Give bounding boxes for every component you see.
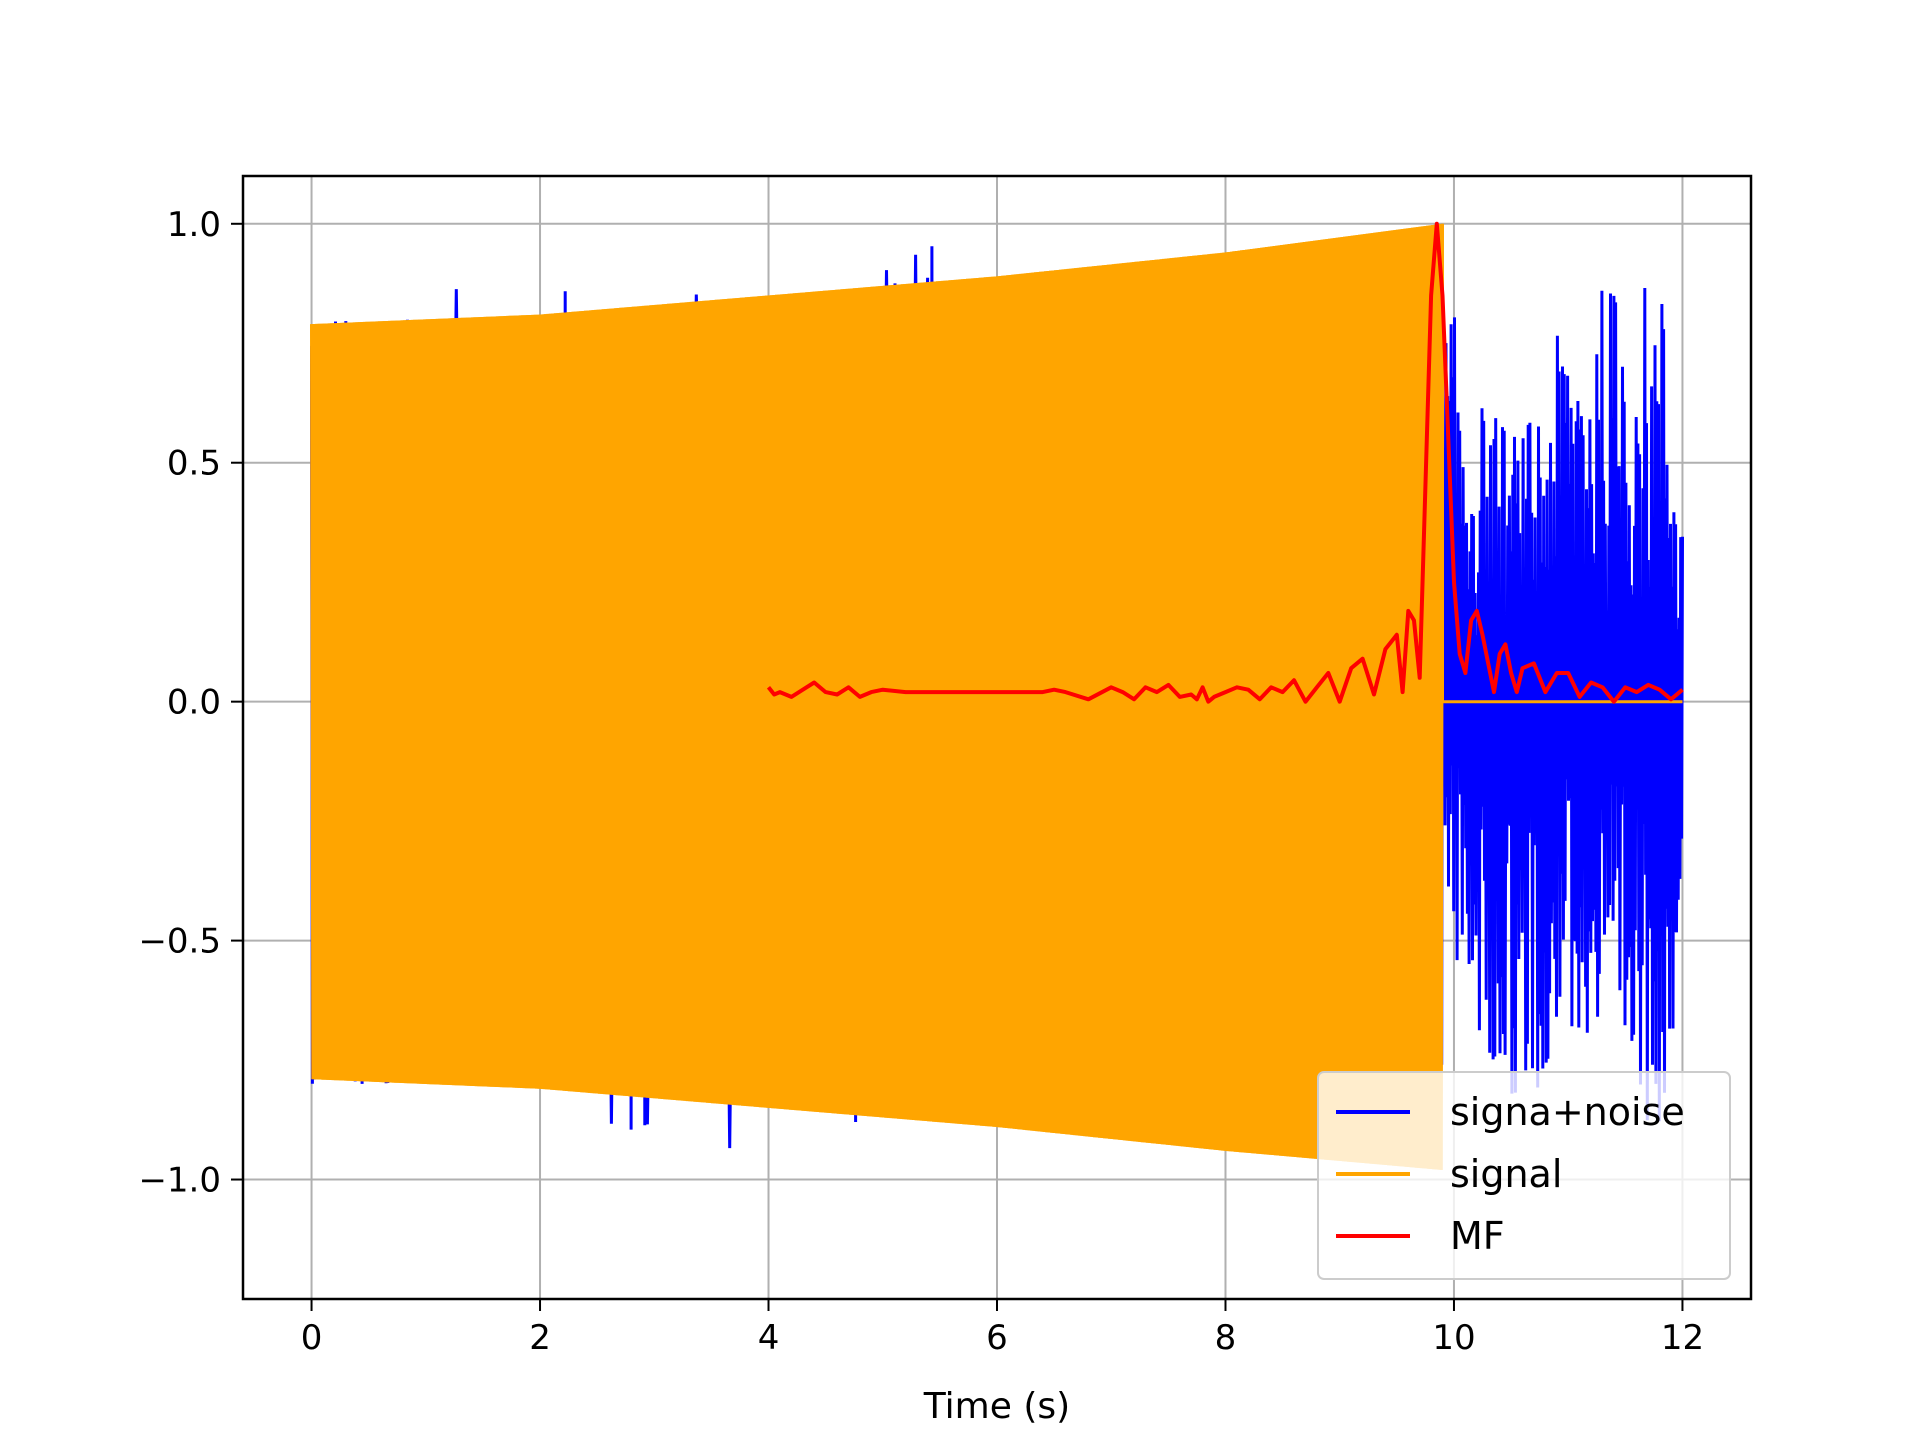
legend-box	[1317, 1071, 1731, 1280]
plot-area	[310, 221, 1684, 1170]
ticks: 0 2 4 6 8 10 12 −1.0 −0.5 0.0 0.5 1.0	[138, 205, 1704, 1358]
legend-entry: MF	[1450, 1214, 1505, 1258]
legend: signa+noise signal MF	[1317, 1071, 1731, 1280]
legend-entry: signa+noise	[1450, 1090, 1685, 1134]
y-tick-label: 0.0	[167, 683, 221, 723]
x-tick-label: 2	[529, 1318, 551, 1358]
x-tick-label: 0	[301, 1318, 323, 1358]
x-tick-label: 12	[1661, 1318, 1704, 1358]
y-tick-label: −0.5	[138, 922, 221, 962]
y-tick-label: 1.0	[167, 205, 221, 245]
y-tick-label: −1.0	[138, 1161, 221, 1201]
series-line-signal	[310, 223, 1683, 1170]
series-line-mf	[766, 221, 1684, 704]
x-axis-label: Time (s)	[923, 1386, 1070, 1427]
x-tick-label: 8	[1215, 1318, 1237, 1358]
x-tick-label: 4	[758, 1318, 780, 1358]
x-tick-label: 10	[1432, 1318, 1475, 1358]
legend-entry: signal	[1450, 1152, 1562, 1196]
x-tick-label: 6	[986, 1318, 1008, 1358]
y-tick-label: 0.5	[167, 444, 221, 484]
